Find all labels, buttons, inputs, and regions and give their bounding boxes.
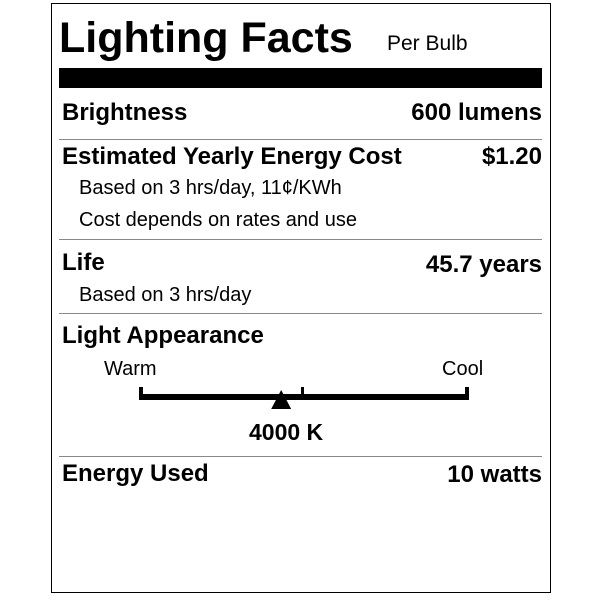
divider	[59, 239, 542, 240]
scale-tick	[301, 387, 304, 397]
cost-note-2: Cost depends on rates and use	[79, 209, 357, 231]
brightness-label: Brightness	[62, 99, 188, 126]
energy-label: Energy Used	[62, 460, 209, 487]
cool-label: Cool	[442, 358, 484, 380]
temperature-value: 4000 K	[249, 419, 324, 445]
title: Lighting Facts	[59, 14, 353, 62]
subtitle: Per Bulb	[387, 32, 468, 55]
energy-value: 10 watts	[447, 461, 542, 488]
life-value: 45.7 years	[425, 251, 542, 278]
warm-label: Warm	[104, 358, 157, 380]
divider	[59, 456, 542, 457]
divider	[59, 313, 542, 314]
title-bar	[59, 68, 542, 88]
cost-note-1: Based on 3 hrs/day, 11¢/KWh	[79, 177, 342, 199]
scale-tick	[465, 387, 469, 400]
life-label: Life	[62, 249, 105, 276]
scale-tick	[139, 387, 143, 400]
cost-value: $1.20	[481, 143, 542, 170]
label-border	[51, 3, 551, 593]
cost-label: Estimated Yearly Energy Cost	[62, 143, 402, 170]
temperature-marker-icon	[271, 390, 292, 409]
divider	[59, 139, 542, 140]
life-note: Based on 3 hrs/day	[79, 284, 252, 306]
brightness-value: 600 lumens	[411, 99, 542, 126]
appearance-label: Light Appearance	[62, 322, 264, 349]
